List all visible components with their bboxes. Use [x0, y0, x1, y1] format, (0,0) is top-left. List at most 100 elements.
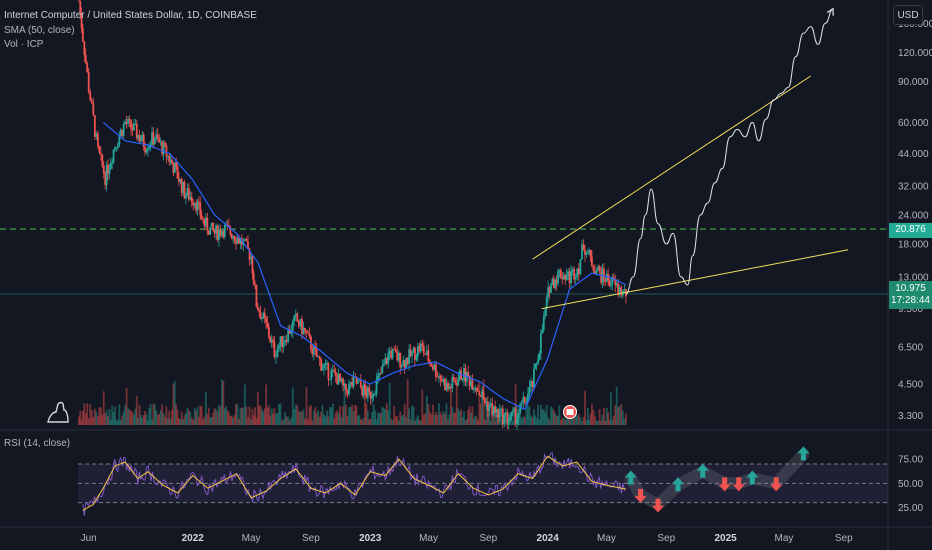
volume-bar	[576, 415, 579, 425]
candle-body	[173, 162, 176, 174]
candle-body	[197, 201, 200, 203]
candle-body	[131, 128, 134, 131]
volume-bar	[513, 413, 516, 425]
volume-bar	[275, 413, 277, 425]
volume-bar	[190, 417, 193, 425]
candle-body	[442, 379, 445, 382]
candle-body	[259, 312, 262, 319]
candle-body	[304, 328, 306, 331]
volume-bar	[259, 406, 262, 425]
volume-bar	[278, 404, 280, 425]
candle-body	[608, 280, 611, 286]
candle-body	[251, 256, 254, 274]
volume-bar	[236, 404, 239, 425]
candle-body	[158, 137, 161, 143]
candle-body	[318, 356, 321, 360]
candle-body	[180, 178, 183, 194]
candle-body	[239, 238, 242, 244]
volume-bar	[408, 408, 410, 425]
volume-bar	[381, 406, 384, 425]
candle-body	[118, 136, 121, 146]
volume-bar	[95, 412, 98, 425]
volume-bar	[121, 415, 124, 425]
rsi-legend[interactable]: RSI (14, close)	[4, 438, 71, 449]
volume-bar	[468, 405, 471, 425]
candle-body	[293, 315, 296, 322]
volume-bar	[427, 404, 430, 425]
volume-bar	[159, 410, 162, 425]
volume-bar	[142, 415, 145, 425]
volume-bar	[609, 392, 612, 425]
currency-button[interactable]: USD	[893, 5, 923, 25]
volume-bar	[458, 411, 461, 425]
candle-body	[266, 322, 269, 328]
candle-body	[374, 393, 376, 395]
volume-bar	[302, 409, 305, 425]
candle-body	[447, 383, 449, 390]
time-tick-label: May	[242, 533, 261, 544]
candle-body	[525, 401, 528, 403]
up-arrow-icon	[671, 477, 684, 492]
candle-body	[450, 386, 452, 389]
candle-body	[247, 241, 249, 249]
candle-body	[535, 363, 538, 365]
volume-bar	[84, 413, 87, 425]
volume-bar	[294, 404, 297, 425]
down-arrow-icon	[634, 488, 647, 503]
candle-body	[530, 380, 532, 387]
volume-bar	[187, 409, 190, 425]
price-tick-label: 9.500	[898, 304, 923, 315]
candle-body	[421, 343, 424, 347]
volume-bar	[364, 381, 366, 425]
candle-body	[501, 408, 504, 425]
volume-bar	[597, 420, 599, 425]
candle-body	[409, 349, 412, 356]
volume-bar	[107, 416, 109, 425]
rsi-projection-band	[624, 448, 810, 511]
countdown-value: 17:28:44	[891, 295, 930, 306]
candle-body	[355, 376, 358, 384]
candle-body	[460, 370, 463, 381]
price-tick-label: 60.000	[898, 118, 929, 129]
volume-bar	[471, 406, 474, 425]
volume-bar	[213, 408, 216, 425]
volume-bar	[348, 407, 350, 425]
volume-bar	[586, 408, 589, 425]
volume-bar	[254, 407, 256, 425]
up-arrow-icon	[797, 446, 810, 461]
volume-bar	[218, 404, 220, 425]
volume-bar	[131, 411, 134, 425]
candle-body	[80, 12, 83, 29]
candle-body	[574, 276, 577, 280]
candle-body	[559, 269, 562, 279]
candle-body	[339, 373, 341, 382]
volume-bar	[317, 410, 320, 425]
candle-body	[561, 278, 564, 280]
candle-body	[348, 383, 350, 395]
volume-bar	[115, 419, 118, 425]
candle-body	[320, 359, 322, 371]
volume-bar	[455, 385, 458, 425]
flag-stripe	[566, 409, 574, 415]
candle-body	[444, 379, 446, 391]
volume-bar	[78, 416, 80, 425]
candle-body	[178, 178, 180, 183]
volume-bar	[315, 412, 318, 425]
candle-body	[411, 351, 413, 356]
sma-legend[interactable]: SMA (50, close)	[4, 25, 75, 36]
volume-bar	[166, 418, 169, 425]
volume-bar	[500, 418, 503, 425]
candle-body	[531, 380, 534, 388]
volume-bar	[284, 412, 287, 425]
volume-bar	[155, 410, 158, 425]
candle-body	[534, 363, 537, 369]
candle-body	[250, 256, 252, 260]
candle-body	[255, 285, 258, 307]
candle-body	[567, 271, 569, 276]
volume-legend[interactable]: Vol · ICP	[4, 39, 44, 50]
volume-bar	[162, 413, 165, 425]
candle-body	[455, 383, 458, 386]
candle-body	[435, 364, 437, 377]
